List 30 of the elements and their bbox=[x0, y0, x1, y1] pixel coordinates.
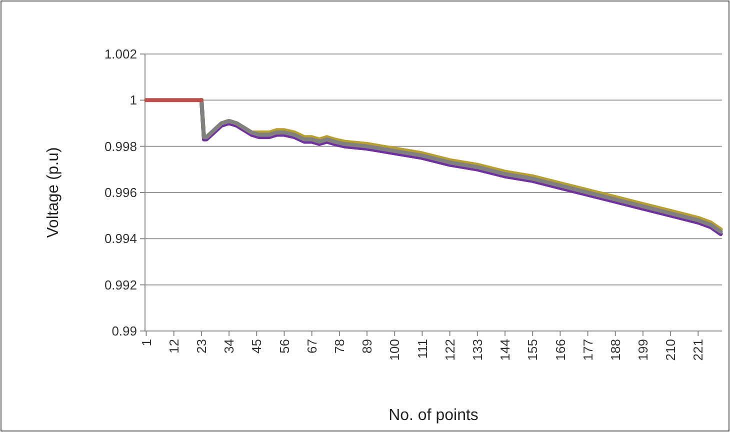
x-tick-label: 45 bbox=[249, 339, 264, 354]
x-tick-label: 210 bbox=[663, 339, 678, 361]
x-tick-label: 188 bbox=[608, 339, 623, 361]
x-tick-label: 199 bbox=[636, 339, 651, 361]
x-tick-label: 122 bbox=[442, 339, 458, 361]
x-tick-label: 144 bbox=[498, 339, 513, 361]
x-tick-label: 78 bbox=[332, 339, 347, 354]
x-tick-label: 133 bbox=[470, 339, 485, 361]
y-tick-label: 0.998 bbox=[104, 138, 137, 154]
x-tick-label: 1 bbox=[138, 339, 154, 346]
x-tick-label: 155 bbox=[525, 339, 540, 361]
x-tick-label: 111 bbox=[414, 339, 430, 359]
y-axis-title: Voltage (p.u) bbox=[45, 147, 62, 238]
y-tick-label: 0.992 bbox=[104, 277, 137, 292]
y-tick-label: 1 bbox=[130, 92, 137, 108]
x-axis-title: No. of points bbox=[388, 407, 478, 424]
y-tick-label: 0.99 bbox=[112, 324, 137, 339]
x-tick-label: 67 bbox=[304, 339, 320, 354]
x-tick-label: 12 bbox=[166, 339, 182, 354]
x-tick-label: 166 bbox=[552, 339, 568, 361]
x-tick-label: 89 bbox=[360, 339, 375, 354]
x-tick-label: 177 bbox=[580, 339, 596, 361]
x-tick-label: 100 bbox=[387, 339, 402, 361]
y-tick-label: 1.002 bbox=[104, 46, 137, 62]
x-tick-label: 221 bbox=[690, 339, 706, 361]
x-tick-label: 34 bbox=[222, 339, 237, 354]
x-tick-label: 23 bbox=[194, 339, 209, 354]
y-tick-label: 0.996 bbox=[104, 185, 137, 200]
x-tick-label: 56 bbox=[276, 339, 292, 354]
y-tick-label: 0.994 bbox=[104, 231, 137, 246]
